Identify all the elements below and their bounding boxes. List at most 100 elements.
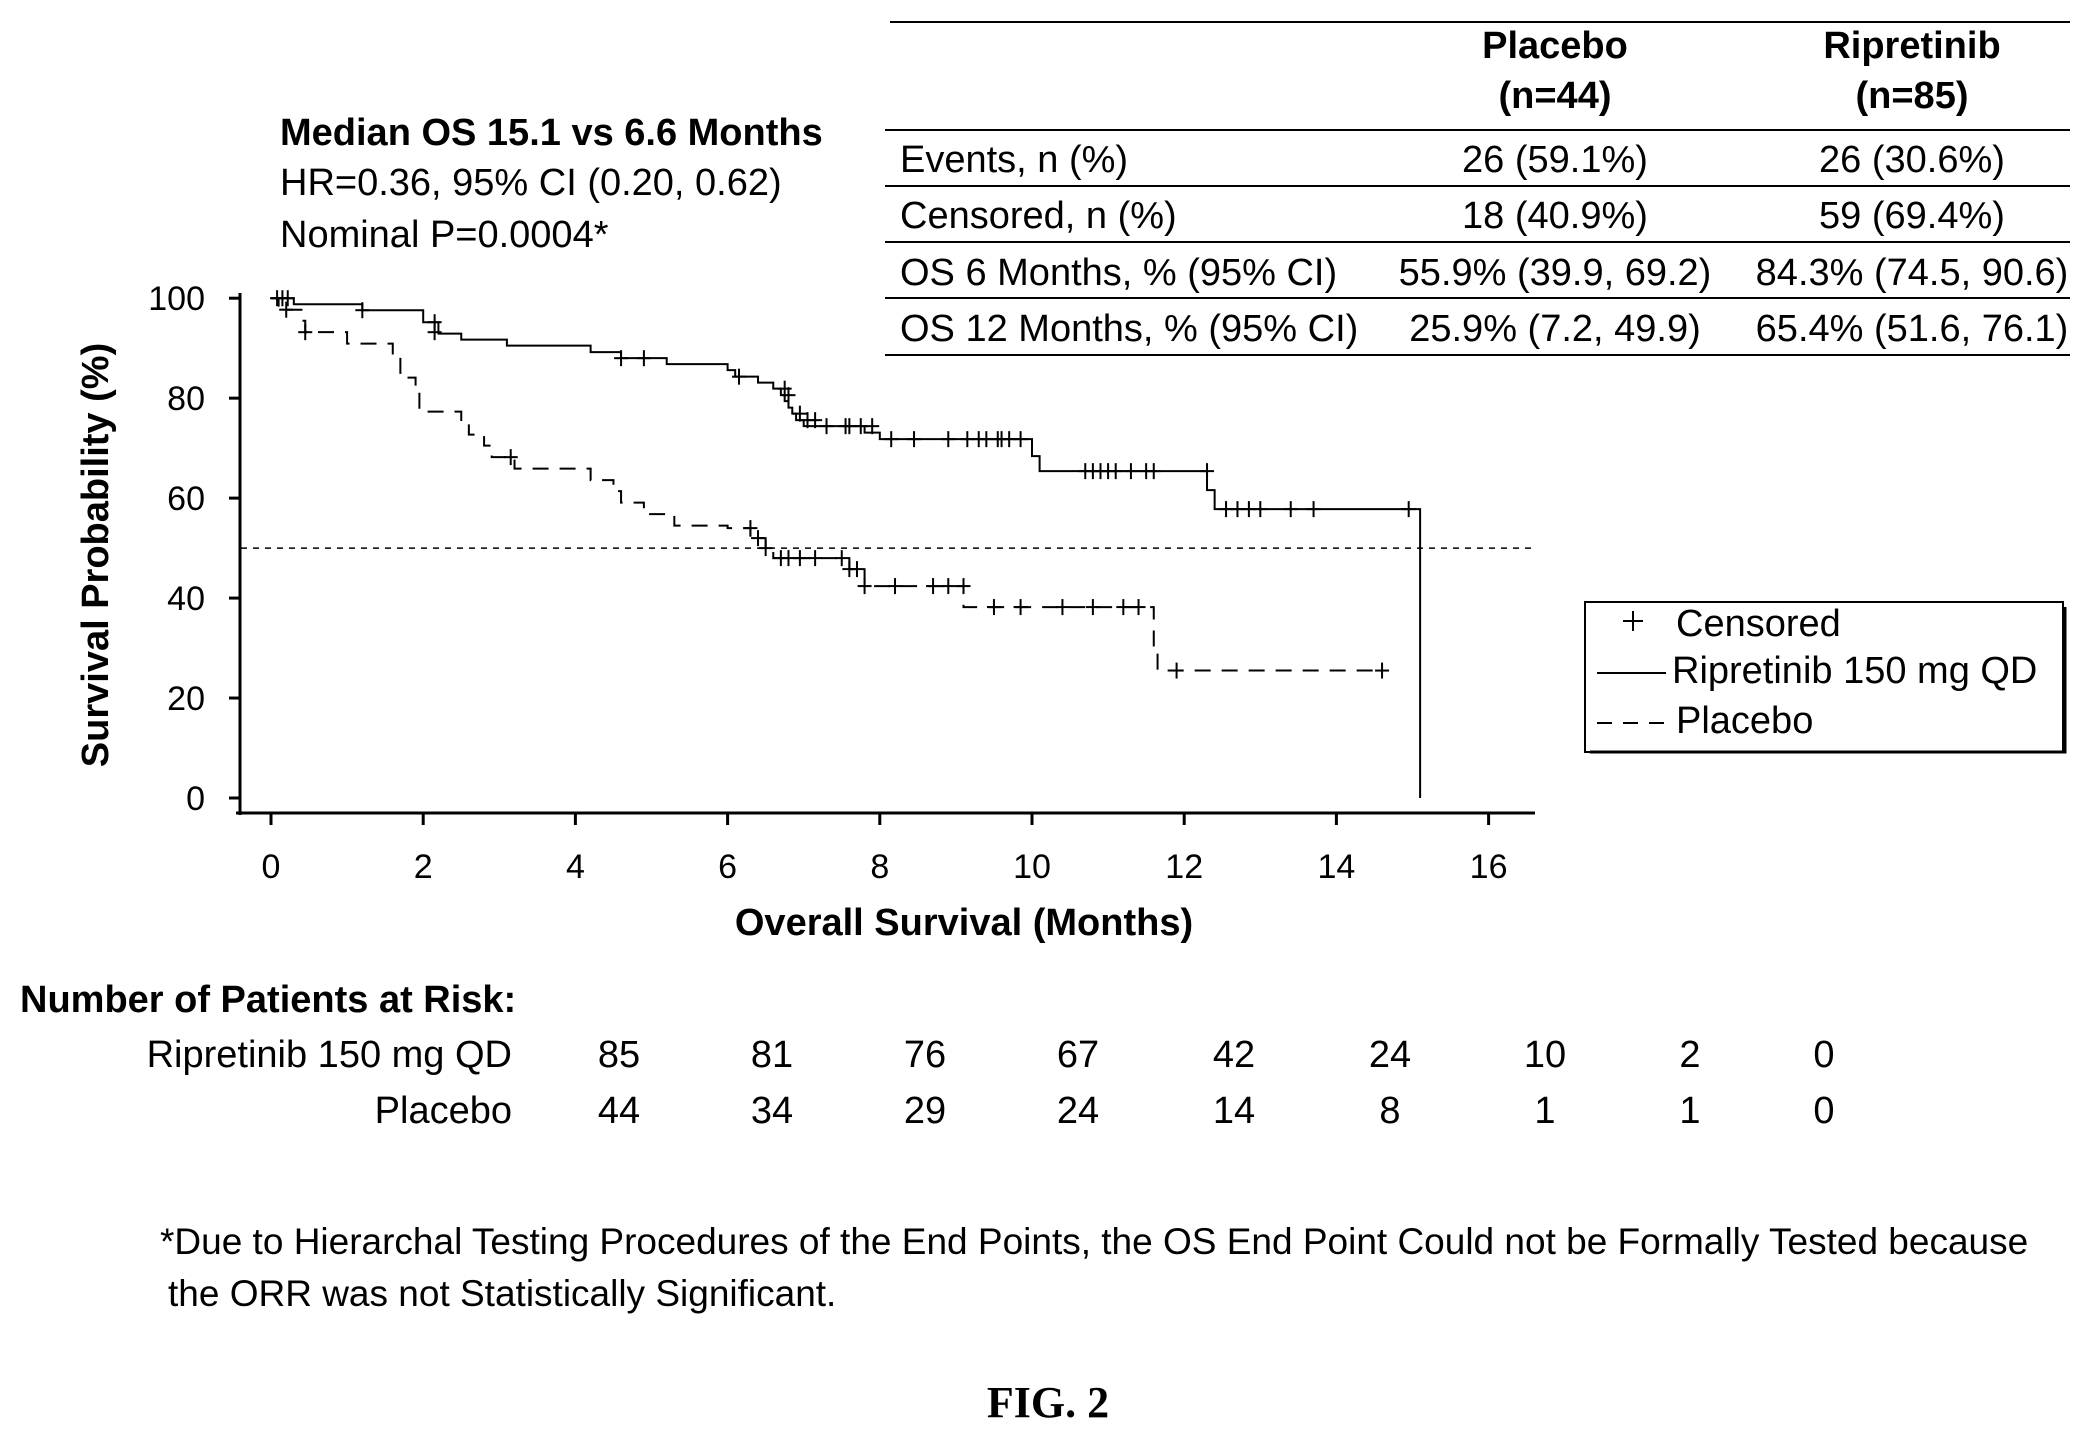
censor-mark-placebo xyxy=(849,561,864,578)
legend-label-ripretinib: Ripretinib 150 mg QD xyxy=(1672,650,2037,692)
x-tick-label: 14 xyxy=(1317,848,1355,886)
censor-mark-placebo xyxy=(1055,599,1070,616)
at-risk-value: 85 xyxy=(598,1034,640,1076)
censor-mark-placebo xyxy=(792,550,807,567)
plot-area: 0 20 40 60 80 100 0 2 4 6 8 10 12 14 16 xyxy=(148,280,1532,886)
legend-box xyxy=(1584,601,2064,753)
at-risk-value: 81 xyxy=(751,1034,793,1076)
censor-mark-ripretinib-150-mg-qd xyxy=(808,412,823,429)
legend: Censored Ripretinib 150 mg QD Placebo xyxy=(1584,601,2067,754)
at-risk-value: 44 xyxy=(598,1090,640,1132)
censor-mark-ripretinib-150-mg-qd xyxy=(1283,501,1298,518)
table-row-label: OS 12 Months, % (95% CI) xyxy=(900,308,1358,350)
km-curve-ripretinib-150-mg-qd xyxy=(271,297,1422,798)
x-tick-label: 6 xyxy=(718,848,737,886)
table-cell: 59 (69.4%) xyxy=(1819,195,2005,237)
censor-mark-placebo xyxy=(758,540,773,557)
at-risk-value: 24 xyxy=(1057,1090,1099,1132)
censor-mark-ripretinib-150-mg-qd xyxy=(1200,463,1215,480)
censor-mark-placebo xyxy=(986,599,1001,616)
censor-mark-ripretinib-150-mg-qd xyxy=(1306,501,1321,518)
y-tick-label: 20 xyxy=(167,680,205,718)
censor-mark-ripretinib-150-mg-qd xyxy=(732,368,747,385)
y-tick-label: 80 xyxy=(167,380,205,418)
censor-mark-placebo xyxy=(503,449,518,466)
at-risk-value: 67 xyxy=(1057,1034,1099,1076)
censor-mark-placebo xyxy=(1375,662,1390,679)
at-risk-label-ripretinib: Ripretinib 150 mg QD xyxy=(147,1034,512,1076)
x-tick-label: 0 xyxy=(262,848,281,886)
y-tick-label: 0 xyxy=(186,780,205,818)
censor-mark-placebo xyxy=(941,578,956,595)
table-cell: 26 (59.1%) xyxy=(1462,139,1648,181)
summary-table: Placebo (n=44) Ripretinib (n=85) Events,… xyxy=(885,21,2070,356)
at-risk-values: 85 81 76 67 42 24 10 2 044 34 29 24 14 8 1 1 0 xyxy=(598,1034,1835,1132)
censor-mark-placebo xyxy=(1085,599,1100,616)
censor-mark-placebo xyxy=(1013,599,1028,616)
censor-mark-placebo xyxy=(743,520,758,537)
censor-mark-placebo xyxy=(834,550,849,567)
x-tick-label: 10 xyxy=(1013,848,1051,886)
censor-mark-ripretinib-150-mg-qd xyxy=(865,418,880,435)
footnote-line-2: the ORR was not Statistically Significan… xyxy=(168,1273,836,1314)
at-risk-value: 14 xyxy=(1213,1090,1255,1132)
figure-label: FIG. 2 xyxy=(987,1378,1109,1427)
censor-mark-ripretinib-150-mg-qd xyxy=(819,418,834,435)
censor-mark-placebo xyxy=(427,324,442,341)
table-header-placebo: Placebo xyxy=(1482,25,1628,67)
censor-mark-ripretinib-150-mg-qd xyxy=(1146,463,1161,480)
legend-label-placebo: Placebo xyxy=(1676,700,1813,742)
table-cell: 55.9% (39.9, 69.2) xyxy=(1399,252,1712,294)
censor-mark-ripretinib-150-mg-qd xyxy=(280,290,295,307)
censor-mark-ripretinib-150-mg-qd xyxy=(884,431,899,448)
y-tick-label: 60 xyxy=(167,480,205,518)
censor-mark-placebo xyxy=(751,530,766,547)
at-risk-value: 2 xyxy=(1679,1034,1700,1076)
censor-mark-placebo xyxy=(956,578,971,595)
legend-label-censored: Censored xyxy=(1676,603,1841,645)
censor-mark-placebo xyxy=(926,578,941,595)
at-risk-title: Number of Patients at Risk: xyxy=(20,979,516,1021)
censor-mark-placebo xyxy=(1169,662,1184,679)
censor-mark-placebo xyxy=(808,550,823,567)
censor-mark-ripretinib-150-mg-qd xyxy=(792,405,807,422)
table-cell: 84.3% (74.5, 90.6) xyxy=(1756,252,2069,294)
at-risk-value: 0 xyxy=(1813,1034,1834,1076)
censor-mark-placebo xyxy=(279,301,294,318)
table-header-placebo-n: (n=44) xyxy=(1499,75,1612,117)
at-risk-value: 1 xyxy=(1534,1090,1555,1132)
x-tick-label: 12 xyxy=(1165,848,1203,886)
at-risk-value: 8 xyxy=(1379,1090,1400,1132)
y-tick-label: 40 xyxy=(167,580,205,618)
censor-mark-placebo xyxy=(888,578,903,595)
censor-mark-ripretinib-150-mg-qd xyxy=(1108,463,1123,480)
x-axis-title: Overall Survival (Months) xyxy=(735,902,1193,944)
censor-mark-ripretinib-150-mg-qd xyxy=(907,431,922,448)
censor-mark-ripretinib-150-mg-qd xyxy=(1401,501,1416,518)
censor-mark-placebo xyxy=(298,324,313,341)
censor-mark-ripretinib-150-mg-qd xyxy=(636,350,651,367)
x-tick-label: 16 xyxy=(1470,848,1508,886)
censor-mark-ripretinib-150-mg-qd xyxy=(355,302,370,319)
at-risk-table: Number of Patients at Risk: Ripretinib 1… xyxy=(20,979,1835,1132)
footnote-line-1: *Due to Hierarchal Testing Procedures of… xyxy=(160,1221,2028,1262)
x-tick-label: 8 xyxy=(870,848,889,886)
censor-mark-ripretinib-150-mg-qd xyxy=(1123,463,1138,480)
censor-mark-ripretinib-150-mg-qd xyxy=(1253,501,1268,518)
table-row-label: OS 6 Months, % (95% CI) xyxy=(900,252,1337,294)
header-p-value: Nominal P=0.0004* xyxy=(280,214,609,256)
legend-censor-marker xyxy=(1623,611,1643,631)
at-risk-value: 10 xyxy=(1524,1034,1566,1076)
at-risk-value: 76 xyxy=(904,1034,946,1076)
table-cell: 18 (40.9%) xyxy=(1462,195,1648,237)
y-tick-label: 100 xyxy=(148,280,205,318)
header-median-os: Median OS 15.1 vs 6.6 Months xyxy=(280,112,823,154)
table-header-ripretinib: Ripretinib xyxy=(1823,25,2000,67)
at-risk-value: 42 xyxy=(1213,1034,1255,1076)
censor-mark-placebo xyxy=(1131,599,1146,616)
table-cell: 65.4% (51.6, 76.1) xyxy=(1756,308,2069,350)
y-axis-title: Survival Probability (%) xyxy=(75,343,117,767)
header-hazard-ratio: HR=0.36, 95% CI (0.20, 0.62) xyxy=(280,162,782,204)
censor-mark-ripretinib-150-mg-qd xyxy=(1013,431,1028,448)
